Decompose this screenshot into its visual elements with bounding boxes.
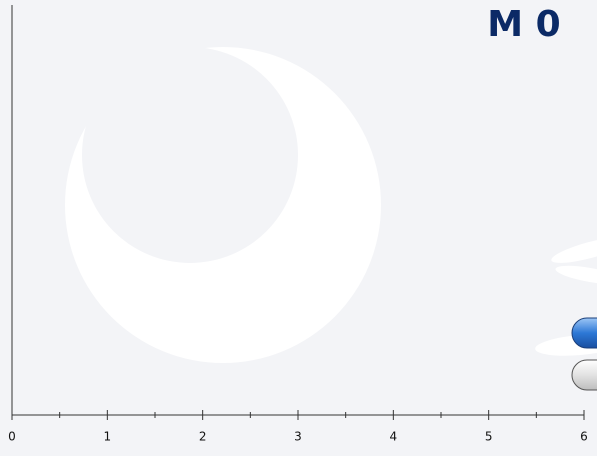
- x-tick-label: 6: [580, 430, 588, 444]
- title-label: M 0: [487, 4, 560, 45]
- x-tick-label: 4: [390, 430, 398, 444]
- toggle-button-on[interactable]: [571, 317, 597, 349]
- x-tick-label: 3: [294, 430, 302, 444]
- x-tick-label: 5: [485, 430, 493, 444]
- x-tick-label: 2: [199, 430, 207, 444]
- toggle-button-off[interactable]: [571, 359, 597, 391]
- moon-decoration: [65, 47, 381, 363]
- x-tick-label: 0: [8, 430, 16, 444]
- x-tick-label: 1: [104, 430, 112, 444]
